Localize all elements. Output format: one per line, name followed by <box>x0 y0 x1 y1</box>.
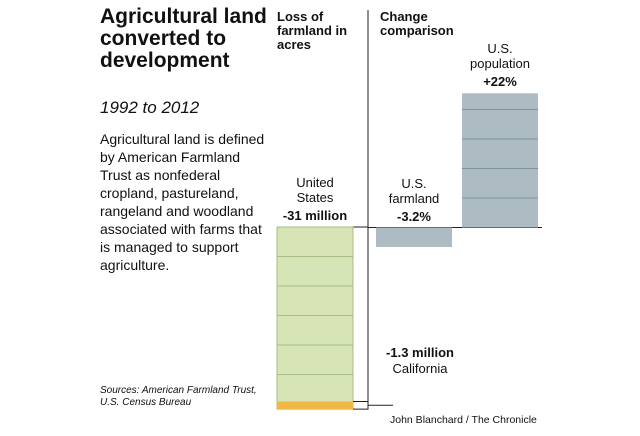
bar <box>462 93 538 228</box>
subtitle: 1992 to 2012 <box>100 98 200 117</box>
credit: John Blanchard / The Chronicle <box>390 414 537 426</box>
description: Agricultural land is defined by American… <box>100 131 265 273</box>
value-label: -1.3 million <box>386 345 454 360</box>
bar <box>276 226 354 410</box>
bar <box>376 227 452 248</box>
title: Agricultural land converted to developme… <box>100 5 267 72</box>
category-label: United States <box>296 175 334 205</box>
connector <box>353 400 369 410</box>
value-label: +22% <box>483 74 517 90</box>
bar-segment <box>277 401 353 410</box>
category-label: U.S. population <box>470 41 530 72</box>
chart-title: Change comparison <box>380 9 454 38</box>
value-label: -31 million <box>282 208 348 223</box>
value-label: -3.2% <box>397 208 431 224</box>
chart-title: Loss of farmland in acres <box>277 9 348 52</box>
series-label: California <box>392 361 448 376</box>
sources: Sources: American Farmland Trust, U.S. C… <box>100 385 257 408</box>
category-label: U.S. farmland <box>388 175 440 206</box>
